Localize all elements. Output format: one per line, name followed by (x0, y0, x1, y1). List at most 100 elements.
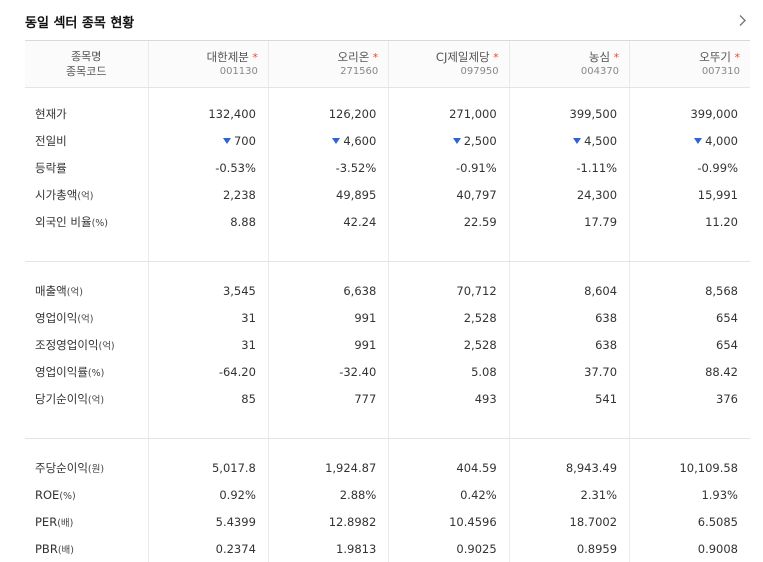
value-cell: 5.4399 (148, 508, 268, 535)
value-text: 0.9008 (698, 542, 738, 556)
value-text: 1.9813 (336, 542, 376, 556)
value-text: 31 (241, 338, 256, 352)
company-header[interactable]: CJ제일제당 *097950 (389, 41, 509, 88)
value-cell: 17.79 (509, 208, 629, 235)
company-header[interactable]: 오리온 *271560 (268, 41, 388, 88)
value-text: 654 (716, 311, 738, 325)
value-text: 4,600 (343, 134, 376, 148)
company-name[interactable]: 농심 (589, 50, 610, 64)
spacer-cell (389, 235, 509, 262)
value-cell: 0.9008 (630, 535, 750, 562)
value-cell: 777 (268, 385, 388, 412)
value-text: 3,545 (223, 284, 256, 298)
row-label-cell: 영업이익(억) (25, 304, 148, 331)
value-text: 70,712 (456, 284, 496, 298)
value-cell: 2.31% (509, 481, 629, 508)
row-label: 당기순이익 (35, 392, 88, 406)
company-code: 271560 (270, 65, 378, 79)
star-mark: * (735, 51, 741, 64)
label-header: 종목명 종목코드 (25, 41, 148, 88)
value-text: 0.92% (219, 488, 256, 502)
company-header[interactable]: 오뚜기 *007310 (630, 41, 750, 88)
row-label-cell: 당기순이익(억) (25, 385, 148, 412)
value-text: 85 (241, 392, 256, 406)
value-text: 31 (241, 311, 256, 325)
company-name[interactable]: CJ제일제당 (436, 50, 490, 64)
value-text: 2,500 (464, 134, 497, 148)
spacer-cell (630, 235, 750, 262)
value-text: -1.11% (576, 161, 617, 175)
row-unit: (원) (88, 464, 104, 475)
row-label-cell: 등락률 (25, 154, 148, 181)
company-name[interactable]: 오리온 (338, 50, 370, 64)
value-cell: 88.42 (630, 358, 750, 385)
value-text: 271,000 (449, 107, 497, 121)
value-cell: 376 (630, 385, 750, 412)
value-text: 37.70 (584, 365, 617, 379)
value-cell: 0.8959 (509, 535, 629, 562)
row-label: 현재가 (35, 107, 67, 121)
value-cell: -0.91% (389, 154, 509, 181)
triangle-down-icon (573, 138, 581, 144)
value-text: 0.2374 (216, 542, 256, 556)
row-label-cell: 시가총액(억) (25, 181, 148, 208)
row-label-cell: 주당순이익(원) (25, 454, 148, 481)
value-cell: 638 (509, 304, 629, 331)
value-text: -64.20 (219, 365, 256, 379)
spacer-cell (148, 412, 268, 439)
value-text: 399,000 (690, 107, 738, 121)
row-label-cell: 전일비 (25, 127, 148, 154)
value-cell: -64.20 (148, 358, 268, 385)
value-cell: 654 (630, 304, 750, 331)
section-title: 동일 섹터 종목 현황 (25, 12, 134, 31)
value-cell: 271,000 (389, 100, 509, 127)
value-cell: 40,797 (389, 181, 509, 208)
value-cell: 1.93% (630, 481, 750, 508)
company-name[interactable]: 오뚜기 (699, 50, 731, 64)
company-name[interactable]: 대한제분 (207, 50, 249, 64)
value-text: 17.79 (584, 215, 617, 229)
star-mark: * (493, 51, 499, 64)
company-header[interactable]: 농심 *004370 (509, 41, 629, 88)
value-text: 638 (595, 311, 617, 325)
value-text: 88.42 (705, 365, 738, 379)
chevron-right-icon[interactable] (736, 14, 749, 27)
row-unit: (억) (77, 314, 93, 325)
star-mark: * (614, 51, 620, 64)
section-divider (25, 235, 750, 262)
value-cell: 10,109.58 (630, 454, 750, 481)
row-label: 외국인 비율 (35, 215, 92, 229)
row-label: PBR (35, 542, 58, 556)
row-unit: (억) (77, 191, 93, 202)
spacer-cell (25, 439, 148, 455)
spacer-cell (509, 412, 629, 439)
company-header[interactable]: 대한제분 *001130 (148, 41, 268, 88)
row-label-cell: PER(배) (25, 508, 148, 535)
value-text: 5.4399 (216, 515, 256, 529)
spacer-cell (148, 439, 268, 455)
row-unit: (억) (67, 287, 83, 298)
value-cell: 493 (389, 385, 509, 412)
row-label: 시가총액 (35, 188, 77, 202)
value-cell: 49,895 (268, 181, 388, 208)
value-cell: 126,200 (268, 100, 388, 127)
value-cell: 10.4596 (389, 508, 509, 535)
value-text: 18.7002 (570, 515, 618, 529)
row-label: 매출액 (35, 284, 67, 298)
spacer-cell (268, 88, 388, 101)
row-unit: (배) (57, 518, 73, 529)
value-text: 49,895 (336, 188, 376, 202)
value-cell: 399,000 (630, 100, 750, 127)
value-text: 700 (234, 134, 256, 148)
spacer-cell (268, 235, 388, 262)
value-text: -3.52% (336, 161, 377, 175)
value-cell: 991 (268, 331, 388, 358)
star-mark: * (373, 51, 379, 64)
value-cell: 37.70 (509, 358, 629, 385)
row-label-cell: PBR(배) (25, 535, 148, 562)
triangle-down-icon (453, 138, 461, 144)
